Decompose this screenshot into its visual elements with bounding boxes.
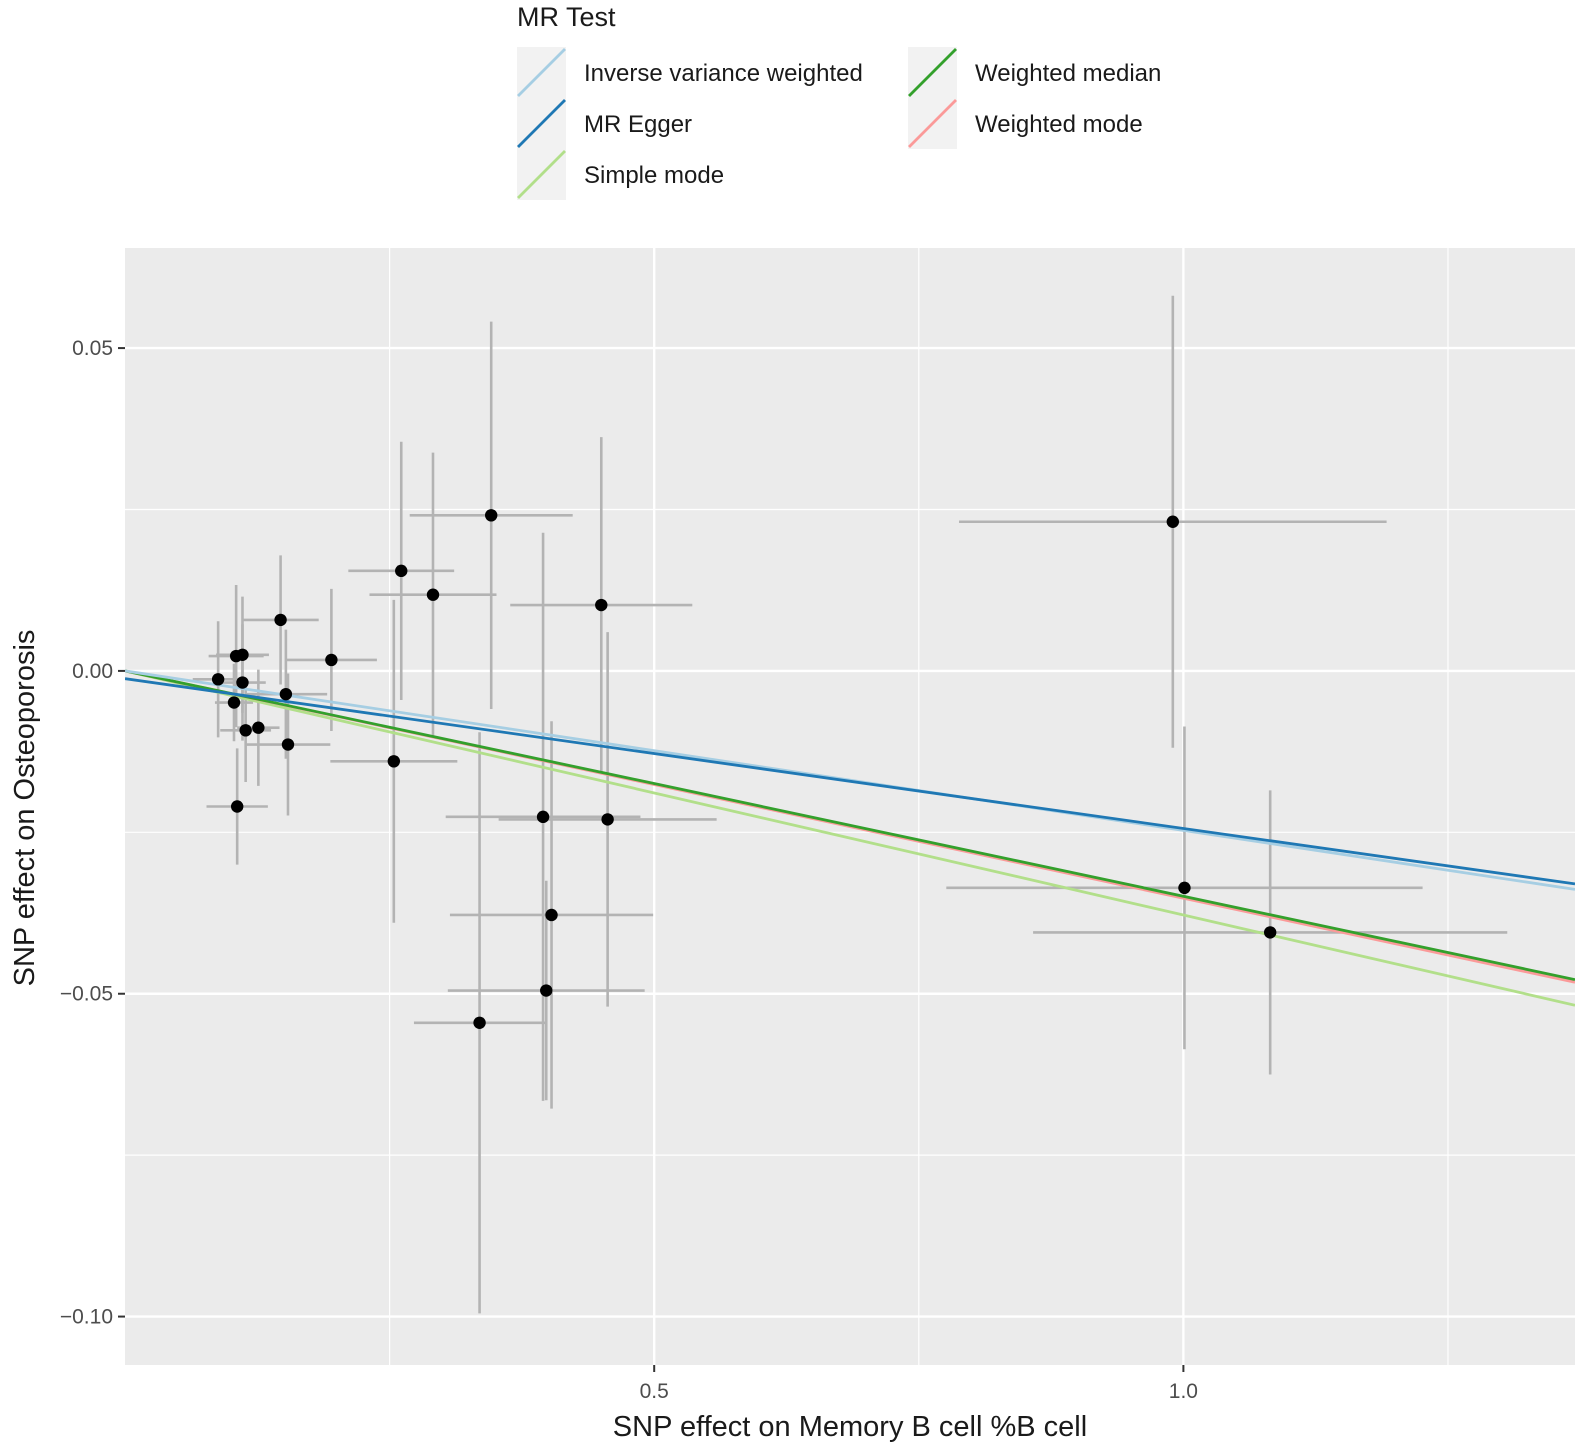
data-point [536, 810, 550, 824]
legend-label: Weighted median [975, 60, 1161, 87]
data-points [211, 509, 1277, 1029]
mr-regression-lines [125, 669, 1575, 1007]
legend-label: Inverse variance weighted [584, 60, 863, 87]
y-axis-ticks: 0.05 0.00 −0.05 −0.10 [60, 337, 125, 1329]
legend-key-line [908, 48, 957, 97]
data-point [236, 676, 249, 689]
data-point [211, 673, 225, 686]
mr-line-weighted-median [125, 669, 1575, 981]
legend-label: Weighted mode [975, 111, 1143, 138]
mr-line-simple-mode [125, 669, 1575, 1007]
data-point [236, 648, 249, 661]
data-point [227, 696, 241, 709]
legend-label: MR Egger [584, 111, 692, 138]
y-tick-label: −0.10 [60, 1306, 113, 1329]
data-point [387, 755, 401, 768]
data-point [545, 908, 558, 922]
data-point [281, 738, 295, 751]
x-tick-label: 0.5 [640, 1380, 669, 1403]
legend-label: Simple mode [584, 162, 724, 189]
x-tick-label: 1.0 [1169, 1380, 1198, 1403]
data-point [1263, 926, 1277, 939]
x-axis-ticks: 0.5 1.0 [640, 1365, 1198, 1403]
data-point [426, 588, 440, 601]
legend-key-line [517, 99, 566, 148]
data-point [473, 1016, 486, 1029]
x-axis-title: SNP effect on Memory B cell %B cell [613, 1411, 1087, 1443]
data-point [274, 613, 287, 627]
data-point [239, 724, 252, 737]
data-point [230, 800, 244, 813]
y-tick-label: 0.00 [72, 660, 113, 683]
y-tick-label: 0.05 [72, 337, 113, 360]
data-point [485, 509, 498, 522]
data-point [1178, 881, 1191, 895]
legend-key-line [517, 48, 566, 97]
data-point [395, 564, 408, 578]
plot-panel [125, 248, 1575, 1365]
mr-line-mr-egger [125, 677, 1575, 886]
y-axis-title: SNP effect on Osteoporosis [9, 630, 41, 987]
data-point [279, 687, 293, 701]
legend-key-line [908, 99, 957, 148]
data-point [325, 653, 338, 667]
data-point [595, 598, 608, 612]
legend-key-line [517, 150, 566, 199]
data-point [601, 813, 614, 826]
data-point [252, 721, 265, 734]
grid-major [125, 248, 1575, 1365]
legend-title: MR Test [517, 2, 616, 32]
legend: MR Test Inverse variance weighted MR Egge… [517, 2, 1161, 200]
data-point [540, 984, 553, 997]
data-point [1166, 515, 1180, 528]
grid-minor [125, 248, 1575, 1365]
y-tick-label: −0.05 [60, 983, 113, 1006]
